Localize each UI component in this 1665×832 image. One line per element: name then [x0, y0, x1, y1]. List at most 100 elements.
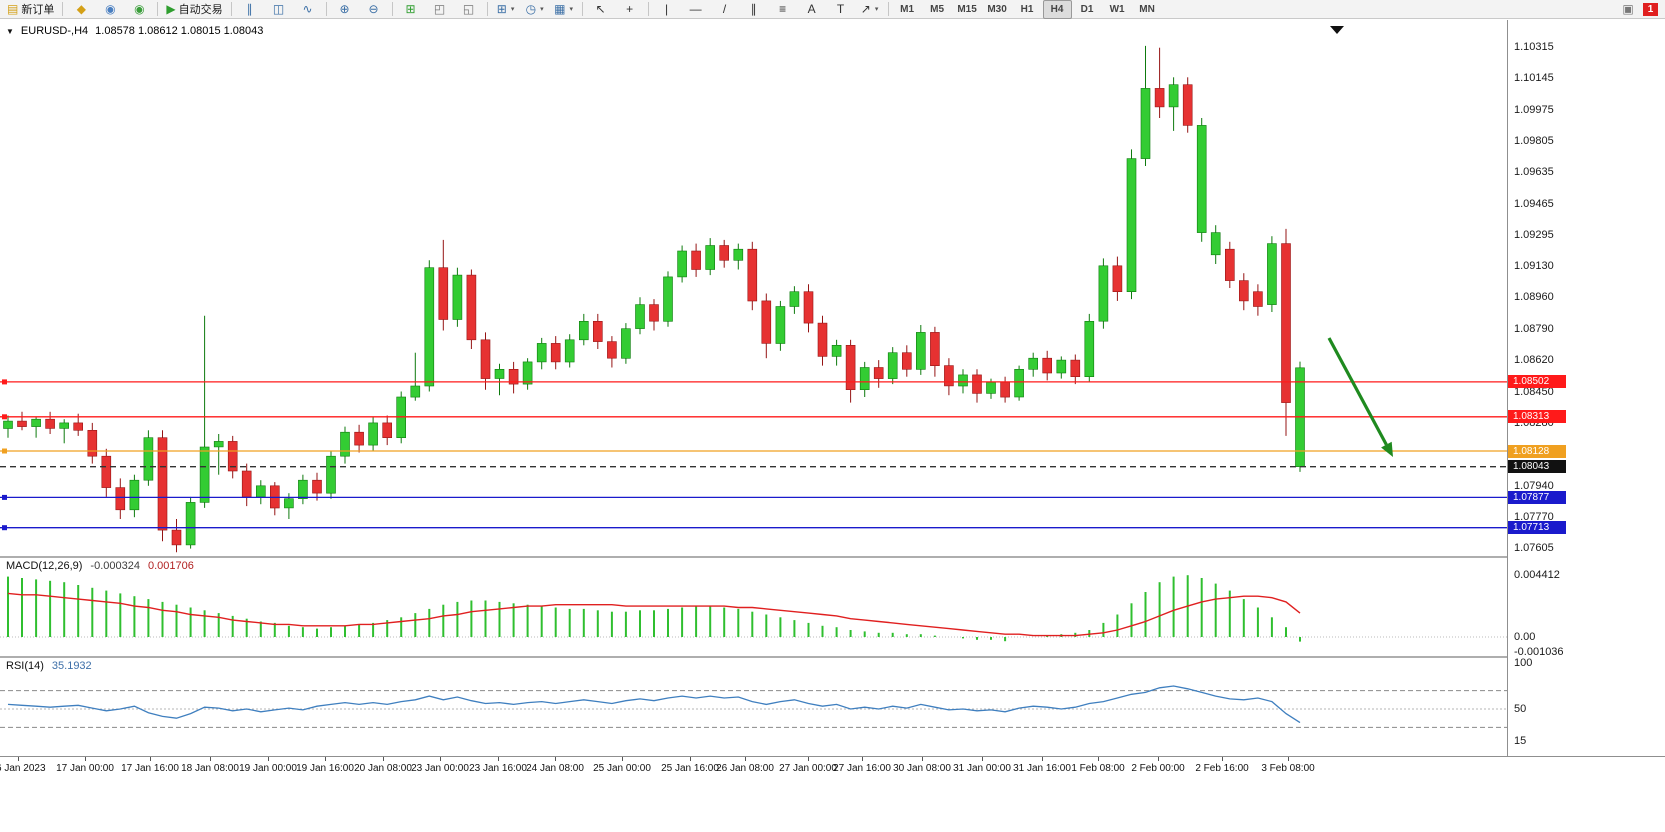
vertical-line-icon-icon: | [665, 2, 669, 16]
community-icon-button[interactable]: ◆ [67, 0, 95, 19]
text-label-icon-button[interactable]: T [827, 0, 855, 19]
one-click-trading-toggle[interactable]: ▼ [6, 26, 14, 36]
support-icon-button[interactable]: ◉ [125, 0, 153, 19]
equidistant-channel-icon-button[interactable]: ∥ [740, 0, 768, 19]
arrows-icon-icon: ↗ [860, 2, 871, 16]
line-chart-icon-button[interactable]: ∿ [294, 0, 322, 19]
time-axis-label: 23 Jan 16:00 [469, 763, 527, 774]
time-axis-tick [555, 757, 556, 761]
vertical-line-icon-button[interactable]: | [653, 0, 681, 19]
zoom-in-icon-button[interactable]: ⊕ [331, 0, 359, 19]
docking-icon-button[interactable]: ▣ [1614, 0, 1642, 19]
hline-price-tag: 1.08313 [1508, 410, 1566, 424]
time-axis-tick [982, 757, 983, 761]
tf-m15-button[interactable]: M15 [953, 0, 982, 19]
notifications-badge[interactable]: 1 [1643, 2, 1658, 16]
tf-h1-button[interactable]: H1 [1013, 0, 1042, 19]
text-icon-button[interactable]: A [798, 0, 826, 19]
panel-splitter[interactable] [0, 656, 1665, 658]
rsi-canvas[interactable] [0, 658, 1507, 756]
candlestick-chart-icon-button[interactable]: ◫ [265, 0, 293, 19]
tf-w1-button[interactable]: W1 [1103, 0, 1132, 19]
macd-value: -0.000324 [90, 560, 140, 572]
price-axis[interactable]: 1.10315 1.10145 1.09975 1.09805 1.09635 1.094… [1507, 20, 1665, 756]
zoom-out-icon-button[interactable]: ⊖ [360, 0, 388, 19]
time-axis-label: 30 Jan 08:00 [893, 763, 951, 774]
tf-h4-button-label: H4 [1050, 3, 1064, 15]
new-order-button-label: 新订单 [21, 4, 55, 16]
new-chart-button[interactable]: ⊞ ▾ [492, 0, 520, 19]
main-chart-canvas[interactable] [0, 20, 1507, 556]
fibonacci-icon-button[interactable]: ≡ [769, 0, 797, 19]
macd-axis-label: 0.00 [1514, 631, 1536, 643]
macd-canvas[interactable] [0, 558, 1507, 656]
profiles-button[interactable]: ◷ ▾ [521, 0, 549, 19]
time-axis-tick [808, 757, 809, 761]
time-axis-tick [1098, 757, 1099, 761]
toolbar-separator [486, 2, 488, 16]
dropdown-arrow-icon: ▾ [510, 6, 515, 13]
templates-button[interactable]: ▦ ▾ [550, 0, 578, 19]
time-axis-label: 31 Jan 16:00 [1013, 763, 1071, 774]
price-axis-label: 1.08960 [1514, 291, 1554, 304]
time-axis-label: 3 Feb 08:00 [1261, 763, 1315, 774]
tf-h4-button[interactable]: H4 [1042, 0, 1072, 19]
time-axis-tick [922, 757, 923, 761]
time-axis-tick [1288, 757, 1289, 761]
line-chart-icon-icon: ∿ [302, 2, 313, 16]
crosshair-icon-button[interactable]: + [616, 0, 644, 19]
equidistant-channel-icon-icon: ∥ [750, 2, 757, 16]
cascade-windows-icon-button[interactable]: ◰ [426, 0, 454, 19]
time-axis-tick [862, 757, 863, 761]
tf-d1-button[interactable]: D1 [1073, 0, 1102, 19]
price-axis-label: 1.07770 [1514, 511, 1554, 524]
tf-m1-button[interactable]: M1 [893, 0, 922, 19]
time-axis-tick [85, 757, 86, 761]
tile-windows-icon-button[interactable]: ⊞ [397, 0, 425, 19]
time-axis-label: 20 Jan 08:00 [354, 763, 412, 774]
bar-chart-icon-button[interactable]: ∥ [236, 0, 264, 19]
time-axis-label: 27 Jan 16:00 [833, 763, 891, 774]
time-axis-tick [325, 757, 326, 761]
hline-price-tag: 1.08128 [1508, 444, 1566, 458]
horizontal-line-icon-button[interactable]: — [682, 0, 710, 19]
price-axis-label: 1.07605 [1514, 541, 1554, 554]
community-icon-icon: ◆ [76, 2, 86, 16]
time-axis-label: 17 Jan 00:00 [56, 763, 114, 774]
time-axis-label: 16 Jan 2023 [0, 763, 46, 774]
tf-mn-button-label: MN [1139, 3, 1155, 15]
price-axis-label: 1.08450 [1514, 385, 1554, 398]
tf-m5-button[interactable]: M5 [923, 0, 952, 19]
time-axis-label: 2 Feb 16:00 [1195, 763, 1249, 774]
time-axis-tick [268, 757, 269, 761]
arrange-windows-icon-button[interactable]: ◱ [455, 0, 483, 19]
rsi-panel[interactable]: RSI(14) 35.1932 [0, 658, 1507, 756]
macd-panel[interactable]: MACD(12,26,9) -0.000324 0.001706 [0, 558, 1507, 656]
toolbar-separator [391, 2, 393, 16]
rsi-label-row: RSI(14) 35.1932 [6, 660, 92, 672]
trendline-icon-button[interactable]: / [711, 0, 739, 19]
toolbar-separator [887, 2, 889, 16]
price-axis-label: 1.09465 [1514, 197, 1554, 210]
print-icon-button[interactable]: ◉ [96, 0, 124, 19]
tf-d1-button-label: D1 [1080, 3, 1094, 15]
time-axis-tick [18, 757, 19, 761]
time-axis-label: 27 Jan 00:00 [779, 763, 837, 774]
time-axis-label: 31 Jan 00:00 [953, 763, 1011, 774]
panel-splitter[interactable] [0, 556, 1665, 558]
auto-trading-button[interactable]: ▶ 自动交易 [162, 0, 226, 19]
docking-icon-icon: ▣ [1622, 2, 1634, 16]
arrows-icon-button[interactable]: ↗ ▾ [856, 0, 884, 19]
main-chart[interactable]: ▼ EURUSD-,H4 1.08578 1.08612 1.08015 1.0… [0, 20, 1507, 556]
dropdown-arrow-icon: ▾ [874, 6, 879, 13]
cursor-icon-button[interactable]: ↖ [587, 0, 615, 19]
new-order-button[interactable]: ▤ 新订单 [3, 0, 58, 19]
time-axis-tick [690, 757, 691, 761]
tf-m30-button[interactable]: M30 [983, 0, 1012, 19]
chart-ohlc-values: 1.08578 1.08612 1.08015 1.08043 [95, 25, 264, 37]
tf-mn-button[interactable]: MN [1133, 0, 1162, 19]
price-axis-label: 1.10145 [1514, 72, 1554, 85]
time-axis-label: 1 Feb 08:00 [1071, 763, 1125, 774]
